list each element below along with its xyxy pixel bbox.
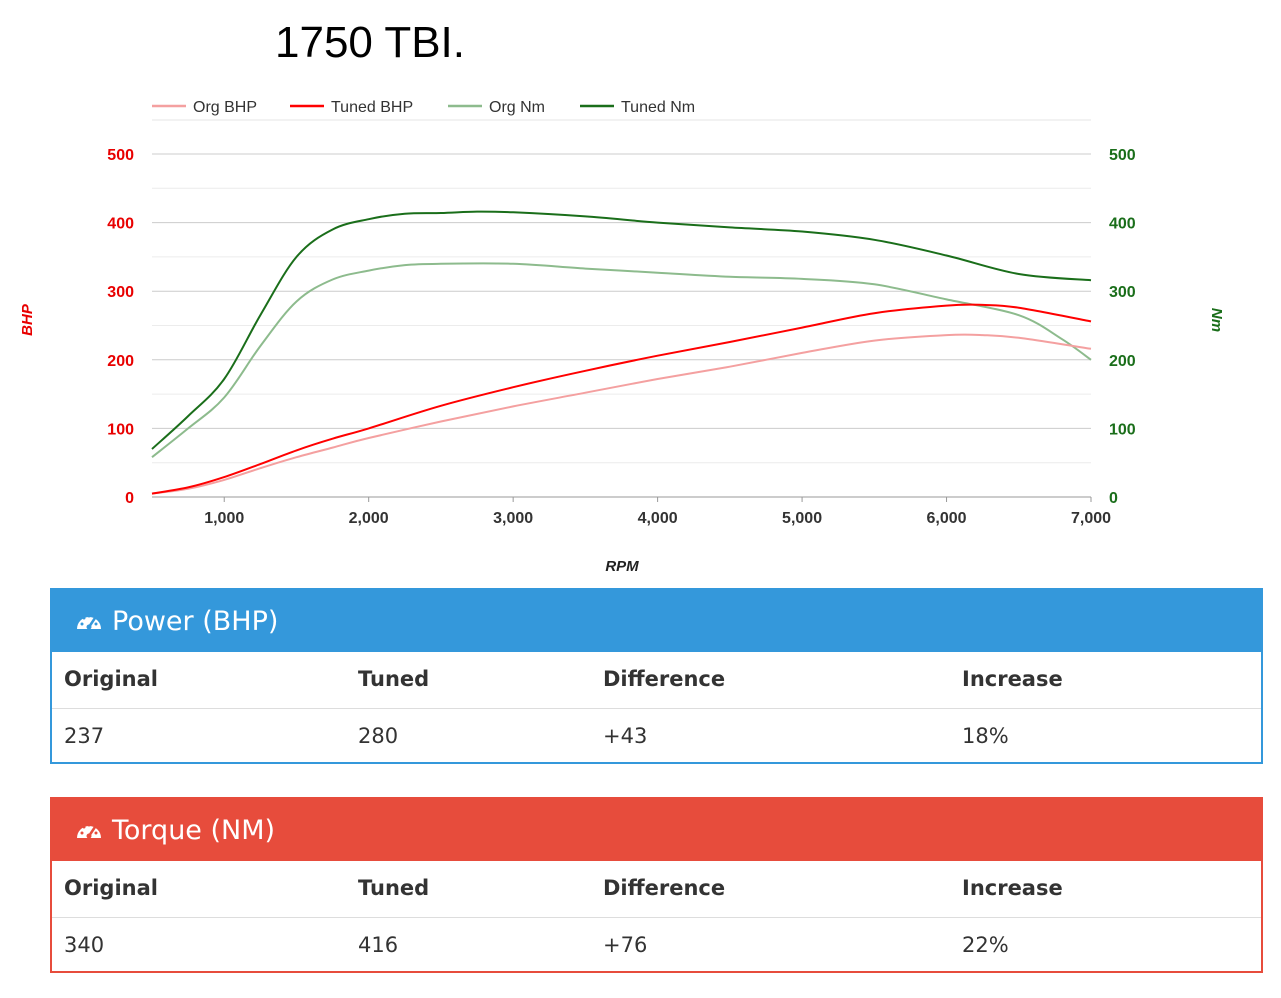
torque-increase: 22% — [962, 933, 1009, 957]
series-line-tuned-bhp — [151, 303, 1092, 495]
x-tick-label: 1,000 — [204, 510, 244, 527]
series-line-org-bhp — [151, 333, 1092, 495]
torque-panel: Torque (NM) Original Tuned Difference In… — [50, 797, 1263, 973]
torque-original: 340 — [64, 933, 105, 957]
page-title: 1750 TBI. — [275, 18, 465, 67]
tachometer-icon — [77, 823, 101, 839]
torque-header-row: Original Tuned Difference Increase — [52, 861, 1261, 917]
y-right-tick-label: 500 — [1109, 147, 1136, 164]
col-increase: Increase — [962, 876, 1063, 900]
legend-label: Org Nm — [489, 99, 545, 116]
torque-tuned: 416 — [358, 933, 399, 957]
series-line-tuned-nm — [151, 210, 1092, 450]
torque-panel-header: Torque (NM) — [52, 799, 1261, 861]
col-original: Original — [64, 667, 158, 691]
y-left-tick-label: 0 — [125, 490, 134, 507]
y-right-tick-label: 100 — [1109, 421, 1136, 438]
y-left-tick-label: 500 — [107, 147, 134, 164]
power-panel-title: Power (BHP) — [112, 605, 279, 637]
x-tick-label: 6,000 — [927, 510, 967, 527]
power-increase: 18% — [962, 724, 1009, 748]
col-original: Original — [64, 876, 158, 900]
legend-label: Tuned Nm — [621, 99, 695, 116]
col-difference: Difference — [603, 876, 726, 900]
legend-label: Tuned BHP — [331, 99, 413, 116]
y-left-tick-label: 400 — [107, 216, 134, 233]
series-line-org-nm — [151, 262, 1092, 458]
power-panel-header: Power (BHP) — [52, 590, 1261, 652]
x-axis-title: RPM — [605, 558, 639, 575]
y-right-tick-label: 400 — [1109, 216, 1136, 233]
torque-value-row: 340 416 +76 22% — [52, 917, 1261, 974]
col-tuned: Tuned — [358, 667, 430, 691]
col-increase: Increase — [962, 667, 1063, 691]
y-left-tick-label: 100 — [107, 421, 134, 438]
x-tick-label: 5,000 — [782, 510, 822, 527]
tachometer-icon — [77, 614, 101, 630]
y-left-axis-title: BHP — [19, 303, 36, 336]
col-difference: Difference — [603, 667, 726, 691]
y-left-tick-label: 300 — [107, 284, 134, 301]
power-tuned: 280 — [358, 724, 399, 748]
col-tuned: Tuned — [358, 876, 430, 900]
y-left-tick-label: 200 — [107, 353, 134, 370]
y-right-axis-title: Nm — [1208, 308, 1225, 332]
y-right-tick-label: 0 — [1109, 490, 1118, 507]
power-value-row: 237 280 +43 18% — [52, 708, 1261, 765]
power-header-row: Original Tuned Difference Increase — [52, 652, 1261, 708]
x-tick-label: 3,000 — [493, 510, 533, 527]
chart: 500 400 300 200 100 0 500 400 300 200 100 0 1,000 2,0… — [19, 99, 1225, 575]
x-tick-label: 7,000 — [1071, 510, 1111, 527]
power-original: 237 — [64, 724, 105, 748]
torque-panel-title: Torque (NM) — [112, 814, 276, 846]
power-panel: Power (BHP) Original Tuned Difference In… — [50, 588, 1263, 764]
x-tick-label: 2,000 — [349, 510, 389, 527]
power-difference: +43 — [603, 724, 648, 748]
x-tick-label: 4,000 — [638, 510, 678, 527]
y-right-tick-label: 200 — [1109, 353, 1136, 370]
torque-difference: +76 — [603, 933, 648, 957]
y-right-tick-label: 300 — [1109, 284, 1136, 301]
legend-label: Org BHP — [193, 99, 257, 116]
